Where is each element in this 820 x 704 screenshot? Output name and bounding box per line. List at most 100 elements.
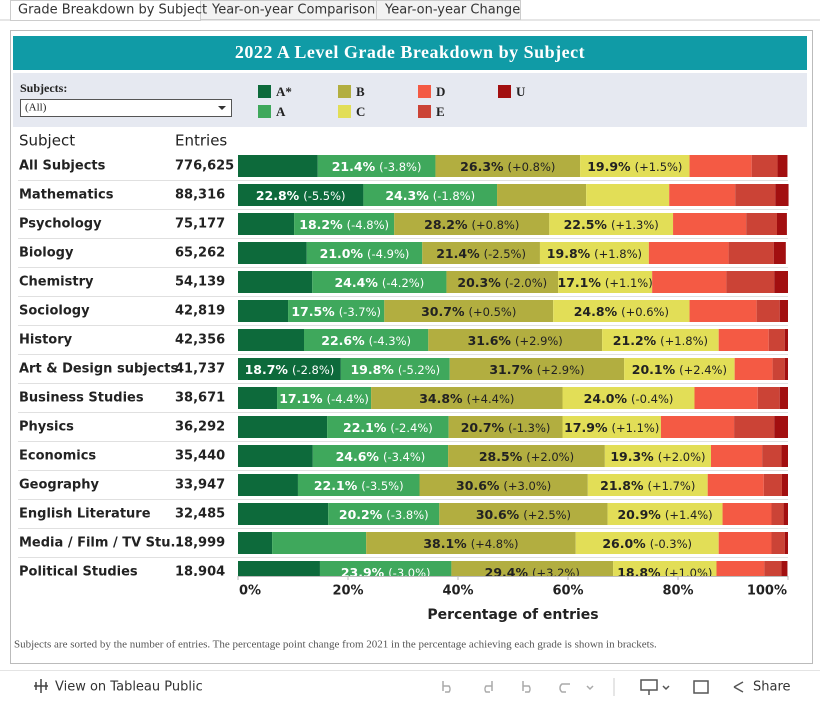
bar-segment — [777, 155, 788, 177]
bar-segment — [779, 387, 788, 409]
bar-segment — [446, 271, 559, 293]
bar-segment — [419, 474, 588, 496]
bar-change-label: (-3.0%) — [388, 566, 430, 580]
bar-value-label: 30.7% — [421, 304, 465, 319]
legend: A* A BC DE U — [258, 84, 526, 119]
bar-change-label: (-4.2%) — [382, 276, 424, 290]
bar-segment — [774, 416, 788, 438]
bar-label: 21.0% (-4.9%) — [320, 246, 410, 261]
dropdown-arrow — [218, 106, 226, 110]
bar-segment — [775, 184, 789, 206]
bar-value-label: 24.4% — [334, 275, 378, 290]
bar-change-label: (+1.1%) — [605, 276, 653, 290]
bar-segment — [497, 184, 587, 206]
entries-label: 32,485 — [175, 507, 225, 522]
entries-label: 36,292 — [175, 420, 225, 435]
bar-label: 21.4% (-2.5%) — [436, 246, 526, 261]
legend-label: A — [276, 104, 286, 119]
x-tick-label: 60% — [552, 584, 583, 599]
bar-segment — [587, 474, 708, 496]
bar-segment — [294, 213, 395, 235]
entries-label: 54,139 — [175, 275, 225, 290]
bar-label: 19.8% (-5.2%) — [350, 362, 440, 377]
subject-label: English Literature — [19, 507, 151, 522]
bar-segment — [562, 387, 695, 409]
subject-label: Mathematics — [19, 188, 114, 203]
x-tick-label: 0% — [239, 584, 261, 599]
bar-label: 30.6% (+3.0%) — [456, 478, 551, 493]
bar-segment — [363, 184, 498, 206]
entries-label: 18,999 — [175, 536, 225, 551]
bar-segment — [238, 184, 364, 206]
bar-segment — [764, 561, 782, 576]
bar-segment — [562, 416, 661, 438]
tab-label[interactable]: Grade Breakdown by Subject — [18, 3, 207, 18]
bar-label: 24.6% (-3.4%) — [336, 449, 426, 464]
entries-label: 42,819 — [175, 304, 225, 319]
entries-label: 33,947 — [175, 478, 225, 493]
bar-segment — [422, 242, 540, 264]
bar-change-label: (+4.4%) — [467, 392, 515, 406]
bar-segment — [277, 387, 372, 409]
share-button[interactable]: Share — [753, 680, 791, 695]
bar-value-label: 21.2% — [613, 333, 657, 348]
legend-label: E — [436, 104, 445, 119]
bar-change-label: (+2.5%) — [523, 508, 571, 522]
bar-segment — [539, 242, 649, 264]
bar-segment — [238, 242, 307, 264]
bar-segment — [580, 155, 690, 177]
tab-label[interactable]: Year-on-year Change — [384, 3, 520, 18]
bar-segment — [238, 445, 313, 467]
bar-segment — [774, 271, 788, 293]
bar-label: 28.2% (+0.8%) — [424, 217, 519, 232]
bar-value-label: 26.0% — [602, 536, 646, 551]
bar-value-label: 18.8% — [617, 565, 661, 580]
tab-label[interactable]: Year-on-year Comparison — [211, 3, 375, 18]
tableau-icon — [34, 679, 48, 693]
entries-label: 41,737 — [175, 362, 225, 377]
bar-change-label: (+4.8%) — [471, 537, 519, 551]
bar-label: 24.0% (-0.4%) — [584, 391, 674, 406]
bar-segment — [312, 445, 449, 467]
bar-segment — [751, 155, 778, 177]
bar-segment — [783, 503, 788, 525]
tab[interactable] — [376, 0, 521, 20]
bar-segment — [756, 300, 780, 322]
bar-change-label: (+1.0%) — [665, 566, 713, 580]
title-bar — [13, 36, 807, 70]
subject-label: Business Studies — [19, 391, 144, 406]
bar-value-label: 17.9% — [564, 420, 608, 435]
x-tick-label: 40% — [442, 584, 473, 599]
bar-change-label: (+1.8%) — [594, 247, 642, 261]
entries-label: 65,262 — [175, 246, 225, 261]
bar-segment — [439, 503, 608, 525]
bar-segment — [384, 300, 554, 322]
bar-segment — [711, 445, 763, 467]
bar-value-label: 17.1% — [279, 391, 323, 406]
bar-change-label: (-3.7%) — [339, 305, 381, 319]
subject-label: Geography — [19, 478, 99, 493]
bar-segment — [366, 532, 576, 554]
bar-value-label: 22.5% — [564, 217, 608, 232]
bar-change-label: (+0.5%) — [468, 305, 516, 319]
bar-segment — [327, 416, 449, 438]
filter-dropdown[interactable] — [20, 99, 232, 117]
bar-segment — [781, 474, 788, 496]
bar-segment — [784, 358, 788, 380]
bar-change-label: (-4.9%) — [367, 247, 409, 261]
column-header: Entries — [175, 132, 227, 150]
entries-label: 35,440 — [175, 449, 225, 464]
view-on-public[interactable]: View on Tableau Public — [55, 680, 203, 695]
filter-value[interactable]: (All) — [25, 102, 47, 114]
bar-segment — [624, 358, 735, 380]
bar-segment — [734, 358, 773, 380]
bar-value-label: 21.4% — [436, 246, 480, 261]
bar-value-label: 20.3% — [457, 275, 501, 290]
entries-label: 42,356 — [175, 333, 225, 348]
legend-swatch — [498, 85, 511, 98]
bar-segment — [238, 532, 273, 554]
bar-segment — [238, 271, 313, 293]
bar-segment — [768, 329, 785, 351]
bar-change-label: (-3.8%) — [386, 508, 428, 522]
bar-segment — [728, 242, 774, 264]
